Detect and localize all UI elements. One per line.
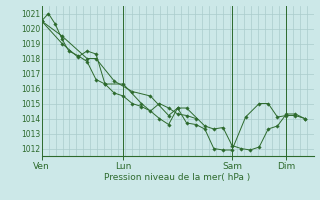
X-axis label: Pression niveau de la mer( hPa ): Pression niveau de la mer( hPa )	[104, 173, 251, 182]
